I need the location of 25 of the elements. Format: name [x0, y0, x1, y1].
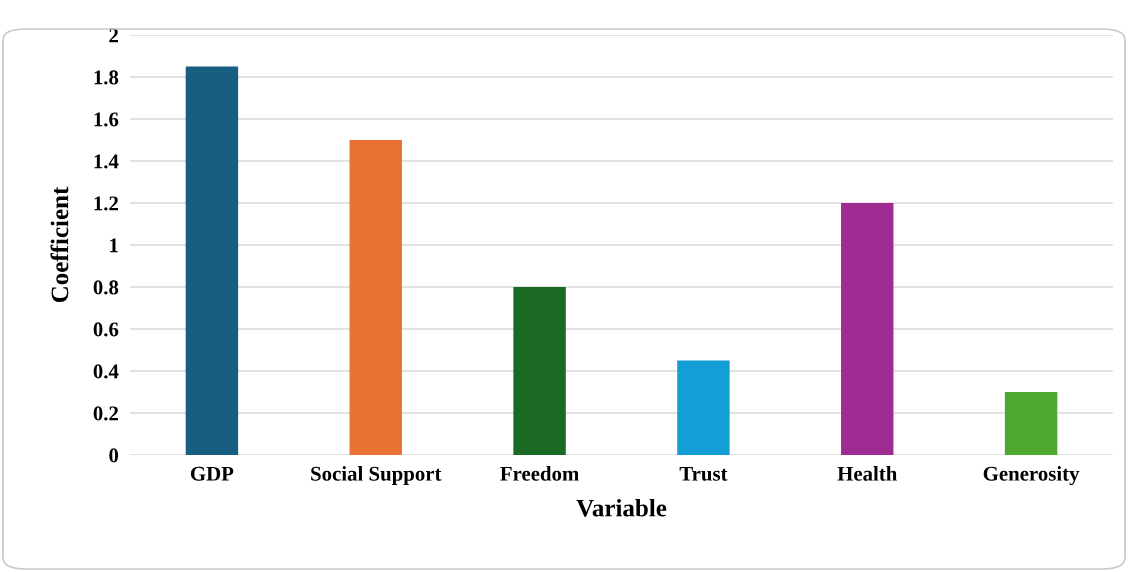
bar: [513, 287, 566, 455]
bar: [1004, 392, 1058, 455]
y-tick-label: 1.6: [94, 112, 119, 127]
y-tick-label: 0.8: [93, 280, 119, 295]
y-tick-label: 1: [110, 238, 118, 253]
y-axis-title: Coefficient: [50, 186, 69, 303]
bar: [677, 360, 730, 455]
bar: [185, 66, 239, 455]
x-tick-label: Trust: [679, 466, 728, 481]
x-tick-label: Freedom: [500, 466, 579, 481]
x-axis-title: Variable: [576, 498, 667, 517]
y-tick-label: 1.8: [94, 70, 119, 85]
y-tick-label: 0: [109, 448, 119, 463]
y-tick-label: 0.6: [93, 322, 119, 337]
x-tick-label: GDP: [190, 466, 234, 481]
bar: [841, 203, 894, 455]
y-tick-label: 1.2: [94, 196, 118, 211]
bar: [349, 140, 402, 455]
y-tick-label: 0.2: [93, 406, 118, 421]
x-tick-label: Generosity: [983, 466, 1080, 486]
x-tick-label: Health: [837, 466, 898, 481]
y-tick-label: 1.4: [94, 154, 119, 169]
y-tick-label: 0.4: [93, 364, 119, 379]
x-tick-label: Social Support: [311, 466, 442, 485]
y-tick-label: 2: [109, 28, 118, 43]
